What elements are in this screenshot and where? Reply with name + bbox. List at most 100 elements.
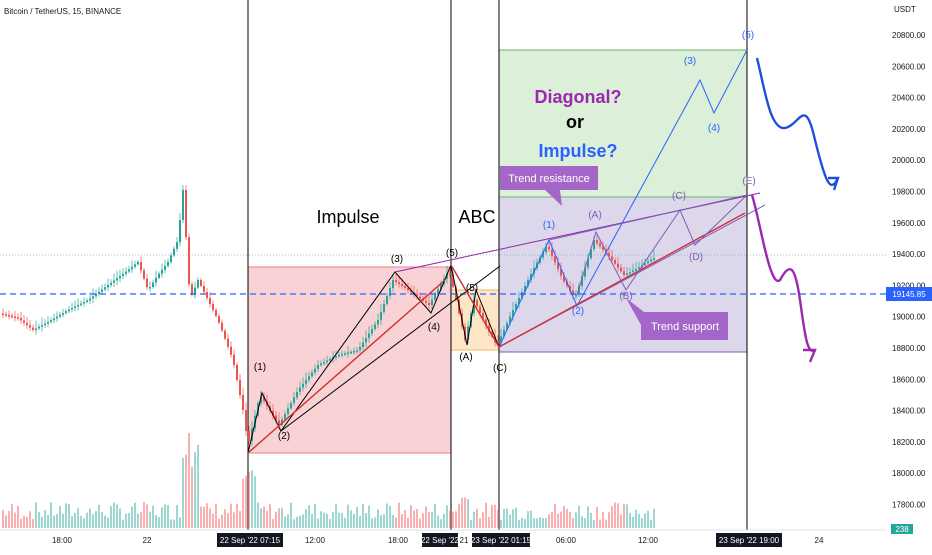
candle-body: [116, 278, 118, 281]
volume-bar: [488, 516, 490, 528]
volume-bar: [506, 508, 508, 528]
volume-bar: [632, 516, 634, 528]
volume-bar: [35, 502, 37, 528]
time-tick: 24: [815, 536, 824, 545]
volume-bar: [29, 511, 31, 528]
volume-bar: [242, 478, 244, 528]
time-highlight-mid: 22 Sep '22: [421, 536, 460, 545]
candle-body: [89, 298, 91, 301]
wave-label-c: (C): [493, 363, 507, 374]
candle-body: [434, 294, 436, 300]
volume-bar: [455, 511, 457, 528]
candle-body: [515, 304, 517, 310]
volume-bar: [407, 517, 409, 528]
impulse-question: Impulse?: [538, 141, 617, 161]
volume-bar: [140, 512, 142, 528]
candle-body: [59, 314, 61, 317]
volume-bar: [278, 508, 280, 528]
volume-bar: [161, 507, 163, 528]
wave-label-1: (1): [254, 362, 266, 373]
volume-bars: [2, 433, 655, 528]
volume-bar: [359, 515, 361, 528]
time-highlight-start: 22 Sep '22 07:15: [220, 536, 281, 545]
candle-body: [647, 261, 649, 264]
candle-body: [194, 287, 196, 295]
candle-body: [188, 237, 190, 285]
volume-bar: [533, 518, 535, 528]
candle-body: [284, 413, 286, 420]
triangle-resistance-line: [548, 194, 748, 241]
volume-bar: [26, 517, 28, 528]
candle-body: [386, 296, 388, 304]
volume-bar: [179, 517, 181, 528]
volume-bar: [392, 515, 394, 528]
candle-body: [107, 285, 109, 288]
price-tick: 20400.00: [892, 94, 926, 103]
volume-bar: [263, 506, 265, 528]
volume-bar: [437, 515, 439, 528]
candle-body: [2, 313, 4, 315]
time-tick: 12:00: [638, 536, 659, 545]
candle-body: [467, 326, 469, 340]
volume-bar: [287, 514, 289, 528]
candle-body: [611, 256, 613, 260]
candle-body: [173, 248, 175, 256]
candle-body: [527, 280, 529, 286]
volume-bar: [590, 512, 592, 528]
volume-bar: [173, 519, 175, 528]
candle-body: [98, 291, 100, 294]
volume-bar: [104, 515, 106, 528]
volume-bar: [443, 513, 445, 528]
price-axis-bg[interactable]: [886, 0, 932, 530]
price-tick: 18200.00: [892, 438, 926, 447]
volume-bar: [128, 512, 130, 528]
volume-bar: [317, 518, 319, 528]
volume-bar: [152, 505, 154, 528]
candle-body: [119, 276, 121, 279]
candle-body: [608, 252, 610, 257]
candle-body: [92, 296, 94, 299]
volume-bar: [602, 512, 604, 528]
volume-bar: [53, 515, 55, 528]
candle-body: [377, 320, 379, 325]
candle-body: [566, 281, 568, 286]
volume-bar: [617, 503, 619, 528]
current-price-text: 19145.85: [892, 290, 926, 299]
candle-body: [452, 274, 454, 288]
price-tick: 20200.00: [892, 125, 926, 134]
volume-bar: [176, 505, 178, 528]
symbol-title[interactable]: Bitcoin / TetherUS, 15, BINANCE: [4, 7, 121, 16]
volume-bar: [527, 511, 529, 528]
candle-body: [518, 298, 520, 304]
volume-bar: [494, 504, 496, 528]
volume-bar: [41, 516, 43, 528]
candle-body: [209, 298, 211, 304]
candle-body: [20, 318, 22, 321]
candle-body: [572, 290, 574, 295]
price-tick: 18000.00: [892, 469, 926, 478]
volume-bar: [149, 511, 151, 528]
candle-body: [56, 316, 58, 319]
candle-body: [554, 255, 556, 263]
candle-body: [473, 300, 475, 314]
volume-bar: [551, 511, 553, 528]
time-highlight-end-bg: [716, 533, 782, 547]
candle-body: [41, 325, 43, 327]
time-highlight-mid2-bg: [472, 533, 530, 547]
volume-bar: [131, 506, 133, 528]
candle-body: [164, 265, 166, 270]
volume-badge-text: 238: [895, 525, 909, 534]
volume-bar: [74, 512, 76, 528]
candle-body: [353, 351, 355, 353]
candle-body: [338, 354, 340, 357]
volume-bar: [362, 504, 364, 528]
price-axis-ticks: 20800.00 20600.00 20400.00 20200.00 20000.00…: [892, 31, 926, 510]
price-tick: 17800.00: [892, 501, 926, 510]
volume-bar: [635, 509, 637, 528]
volume-bar: [212, 513, 214, 528]
candle-body: [584, 267, 586, 277]
volume-bar: [254, 476, 256, 528]
candle-body: [368, 333, 370, 338]
